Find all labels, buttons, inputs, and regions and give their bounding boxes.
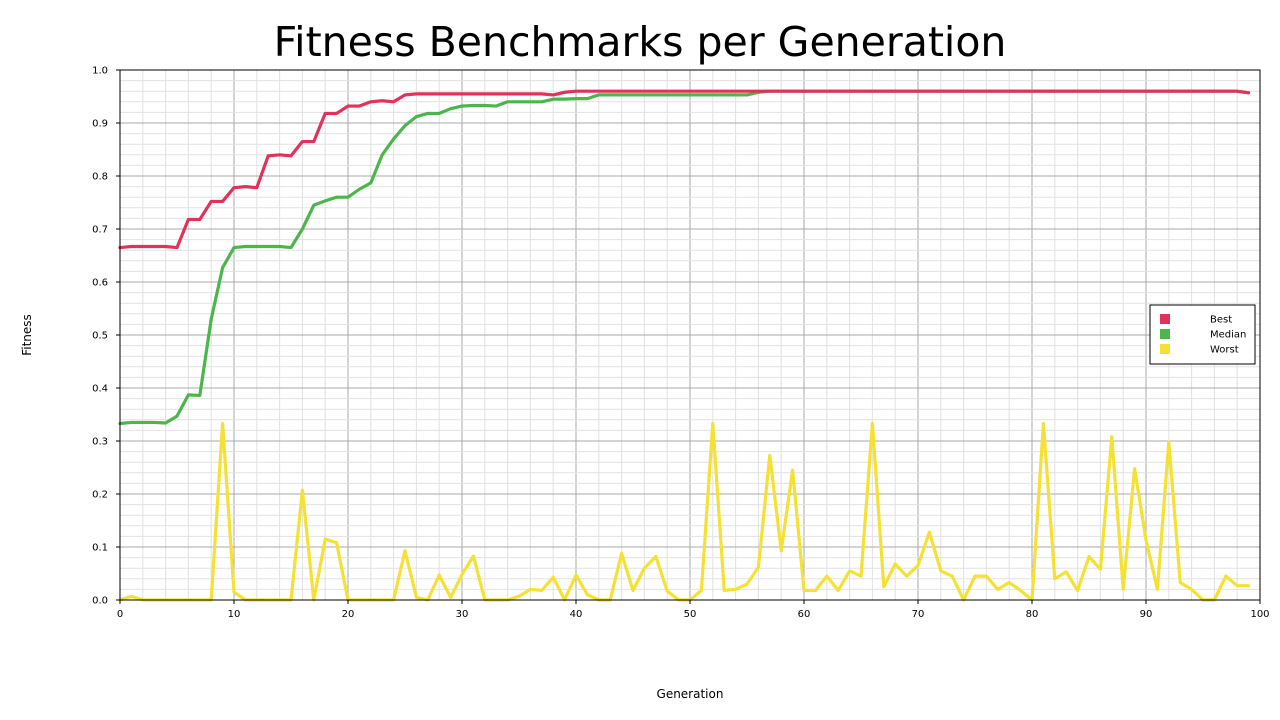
legend-swatch-median bbox=[1160, 329, 1170, 339]
x-tick-label: 30 bbox=[456, 609, 469, 620]
x-tick-label: 60 bbox=[798, 609, 811, 620]
legend-label-best: Best bbox=[1210, 315, 1232, 326]
y-tick-label: 0.7 bbox=[92, 225, 108, 236]
y-tick-label: 0.2 bbox=[92, 490, 108, 501]
series-line-worst bbox=[118, 421, 1251, 602]
x-tick-label: 20 bbox=[342, 609, 355, 620]
legend-swatch-worst bbox=[1160, 344, 1170, 354]
x-tick-label: 80 bbox=[1026, 609, 1039, 620]
x-tick-label: 70 bbox=[912, 609, 925, 620]
legend-label-median: Median bbox=[1210, 330, 1246, 341]
y-tick-label: 0.6 bbox=[92, 278, 108, 289]
y-tick-label: 0.1 bbox=[92, 543, 108, 554]
chart-title: Fitness Benchmarks per Generation bbox=[273, 18, 1007, 66]
x-tick-label: 10 bbox=[228, 609, 241, 620]
y-tick-label: 0.5 bbox=[92, 331, 108, 342]
x-tick-label: 40 bbox=[570, 609, 583, 620]
y-tick-label: 0.0 bbox=[92, 596, 108, 607]
x-tick-label: 100 bbox=[1250, 609, 1269, 620]
axis-ticks: 0 10 20 30 40 50 60 70 80 90 100 0.0 0.1 0.2 0.3 0.4 0.5… bbox=[92, 66, 1269, 621]
legend-swatch-best bbox=[1160, 314, 1170, 324]
y-tick-label: 0.9 bbox=[92, 119, 108, 130]
x-tick-label: 0 bbox=[117, 609, 123, 620]
y-axis-title: Fitness bbox=[20, 314, 34, 356]
series-line-median bbox=[118, 89, 1251, 426]
y-tick-label: 0.8 bbox=[92, 172, 108, 183]
x-tick-label: 90 bbox=[1140, 609, 1153, 620]
y-tick-label: 1.0 bbox=[92, 66, 108, 77]
grid bbox=[119, 69, 1261, 601]
x-tick-label: 50 bbox=[684, 609, 697, 620]
y-tick-label: 0.3 bbox=[92, 437, 108, 448]
legend-label-worst: Worst bbox=[1210, 345, 1239, 356]
x-axis-title: Generation bbox=[657, 687, 724, 701]
series-line-best bbox=[118, 89, 1251, 250]
legend: Best Median Worst bbox=[1149, 304, 1256, 365]
y-tick-label: 0.4 bbox=[92, 384, 108, 395]
